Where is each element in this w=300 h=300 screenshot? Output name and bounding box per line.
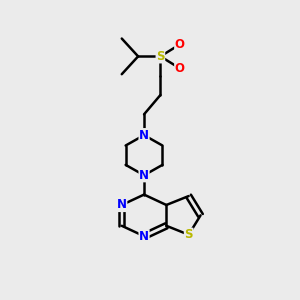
Text: N: N [139, 230, 149, 243]
Text: N: N [139, 169, 149, 182]
Text: N: N [117, 199, 127, 212]
Text: O: O [175, 62, 185, 75]
Text: S: S [156, 50, 165, 63]
Text: S: S [184, 228, 193, 241]
Text: O: O [175, 38, 185, 51]
Text: N: N [139, 129, 149, 142]
